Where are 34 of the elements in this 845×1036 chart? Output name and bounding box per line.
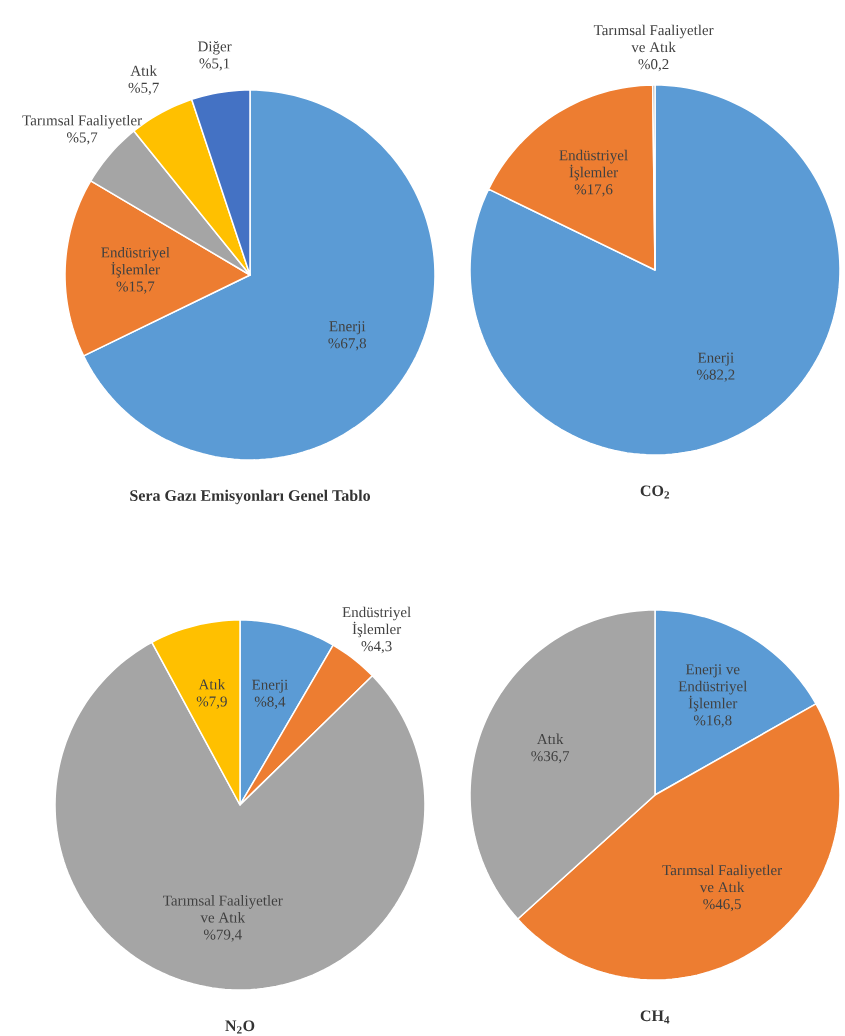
text: CH$_{4}$	[640, 1010, 670, 1024]
data-label: %46,5	[703, 899, 741, 912]
slice-label: Diğer	[197, 41, 232, 55]
data-label: %15,7	[116, 281, 155, 294]
slice-label: Tarımsal Faaliyetler ve Atık	[593, 24, 714, 53]
slice-label: Enerji	[329, 321, 366, 335]
slice-label: Enerji	[252, 679, 288, 693]
data-label: %79,4	[203, 929, 242, 942]
slice-label: Tarımsal Faaliyetler ve Atık	[163, 895, 283, 923]
data-label: %17,6	[574, 184, 613, 197]
slice-label: Tarımsal Faaliyetler	[22, 114, 142, 129]
slice-label: Enerji ve Endüstriyel İşlemler	[678, 664, 748, 712]
slice-label: Tarımsal Faaliyetler ve Atık	[662, 864, 782, 893]
data-label: %36,7	[531, 751, 570, 764]
slice-label: Endüstriyel İşlemler	[559, 149, 628, 181]
data-label: %5,7	[66, 132, 98, 145]
data-label: %16,8	[693, 715, 732, 728]
data-label: %5,7	[128, 82, 159, 95]
data-label: %4,3	[361, 641, 392, 654]
slice-label: Atık	[198, 678, 226, 690]
data-label: %8,4	[254, 696, 286, 709]
text: CO$_{2}$	[640, 485, 670, 499]
slice-label: Endüstriyel İşlemler	[101, 246, 170, 278]
text: Sera Gazı Emisyonları Genel Tablo	[130, 489, 371, 505]
data-label: %67,8	[328, 338, 367, 351]
data-label: %5,1	[199, 58, 230, 71]
data-label: %0,2	[638, 59, 669, 72]
text: N$_{2}$O	[225, 1020, 255, 1034]
data-label: %7,9	[196, 696, 227, 709]
slice-label: Atık	[130, 65, 157, 76]
slice-label: Atık	[536, 733, 564, 745]
slice-label: Endüstriyel İşlemler	[342, 606, 411, 638]
data-label: %82,2	[696, 369, 735, 382]
slice-label: Enerji	[697, 352, 734, 366]
